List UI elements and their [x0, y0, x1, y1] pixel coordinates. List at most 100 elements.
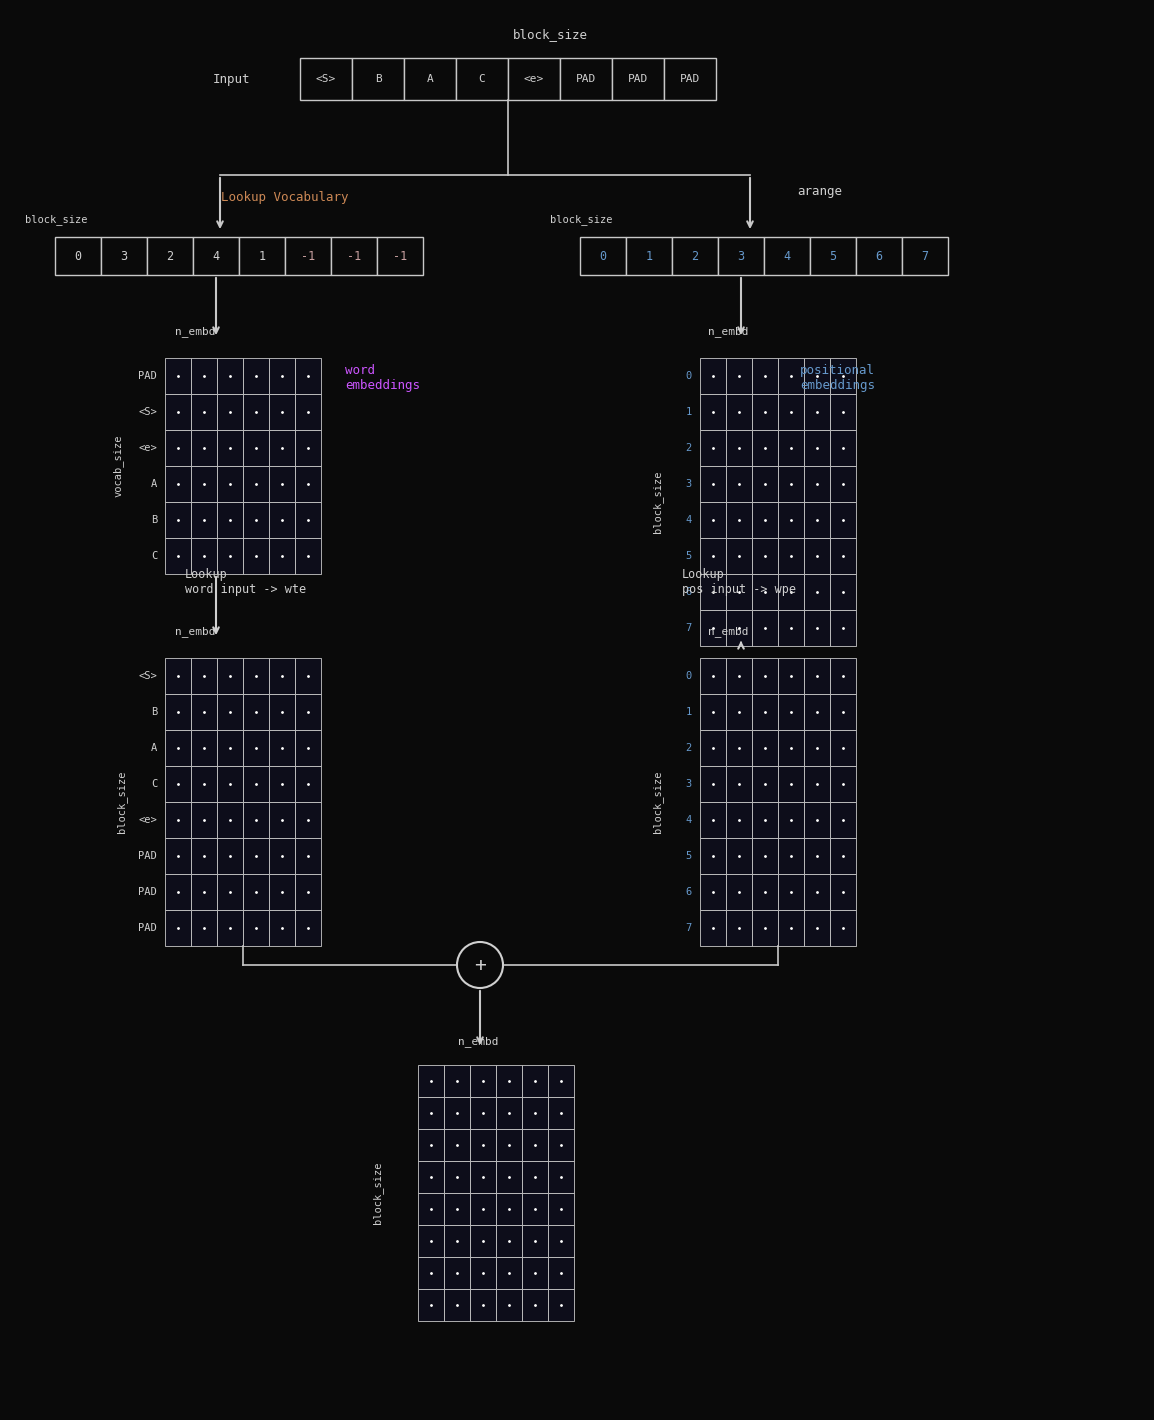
- Bar: [147, 237, 193, 275]
- Bar: [192, 503, 217, 538]
- Bar: [778, 574, 804, 611]
- Bar: [804, 910, 830, 946]
- Bar: [165, 910, 192, 946]
- Bar: [726, 802, 752, 838]
- Bar: [700, 611, 726, 646]
- Bar: [55, 237, 102, 275]
- Text: 1: 1: [258, 250, 265, 263]
- Bar: [217, 430, 243, 466]
- Bar: [752, 574, 778, 611]
- Bar: [804, 802, 830, 838]
- Bar: [217, 393, 243, 430]
- Bar: [496, 1065, 522, 1098]
- Bar: [830, 611, 856, 646]
- Text: 0: 0: [685, 672, 692, 682]
- Bar: [804, 466, 830, 503]
- Bar: [217, 466, 243, 503]
- Bar: [243, 910, 269, 946]
- Bar: [726, 538, 752, 574]
- Text: PAD: PAD: [138, 371, 157, 381]
- Bar: [444, 1162, 470, 1193]
- Bar: [700, 657, 726, 694]
- Bar: [856, 237, 902, 275]
- Bar: [830, 503, 856, 538]
- Bar: [804, 430, 830, 466]
- Text: B: B: [375, 74, 381, 84]
- Text: Input: Input: [212, 72, 250, 85]
- Bar: [418, 1257, 444, 1289]
- Bar: [522, 1289, 548, 1321]
- Bar: [217, 538, 243, 574]
- Bar: [522, 1065, 548, 1098]
- Text: 4: 4: [212, 250, 219, 263]
- Text: 2: 2: [685, 443, 692, 453]
- Text: PAD: PAD: [680, 74, 700, 84]
- Bar: [830, 538, 856, 574]
- Bar: [217, 358, 243, 393]
- Bar: [700, 765, 726, 802]
- Bar: [804, 657, 830, 694]
- Bar: [752, 838, 778, 873]
- Text: n_embd: n_embd: [174, 626, 216, 638]
- Bar: [778, 873, 804, 910]
- Bar: [726, 657, 752, 694]
- Bar: [269, 358, 295, 393]
- Bar: [470, 1289, 496, 1321]
- Bar: [496, 1225, 522, 1257]
- Bar: [778, 611, 804, 646]
- Bar: [192, 910, 217, 946]
- Bar: [239, 237, 285, 275]
- Text: block_size: block_size: [373, 1162, 383, 1224]
- Text: vocab_size: vocab_size: [113, 435, 123, 497]
- Bar: [548, 1225, 574, 1257]
- Text: block_size: block_size: [550, 214, 613, 226]
- Bar: [269, 873, 295, 910]
- Bar: [548, 1098, 574, 1129]
- Bar: [522, 1257, 548, 1289]
- Bar: [778, 838, 804, 873]
- Bar: [726, 838, 752, 873]
- Text: 5: 5: [685, 851, 692, 861]
- Bar: [560, 58, 612, 99]
- Bar: [269, 393, 295, 430]
- Bar: [217, 873, 243, 910]
- Bar: [192, 430, 217, 466]
- Bar: [830, 765, 856, 802]
- Bar: [470, 1129, 496, 1162]
- Bar: [496, 1257, 522, 1289]
- Text: C: C: [151, 780, 157, 790]
- Bar: [295, 393, 321, 430]
- Bar: [269, 802, 295, 838]
- Bar: [548, 1065, 574, 1098]
- Text: block_size: block_size: [652, 771, 664, 834]
- Bar: [192, 466, 217, 503]
- Bar: [300, 58, 352, 99]
- Bar: [726, 393, 752, 430]
- Bar: [726, 611, 752, 646]
- Bar: [352, 58, 404, 99]
- Bar: [243, 393, 269, 430]
- Bar: [778, 503, 804, 538]
- Text: 4: 4: [685, 815, 692, 825]
- Bar: [295, 730, 321, 765]
- Bar: [612, 58, 664, 99]
- Bar: [726, 730, 752, 765]
- Bar: [192, 358, 217, 393]
- Bar: [496, 1289, 522, 1321]
- Text: B: B: [151, 707, 157, 717]
- Bar: [830, 466, 856, 503]
- Bar: [269, 466, 295, 503]
- Bar: [548, 1257, 574, 1289]
- Bar: [778, 730, 804, 765]
- Bar: [295, 910, 321, 946]
- Bar: [444, 1129, 470, 1162]
- Bar: [470, 1162, 496, 1193]
- Bar: [217, 910, 243, 946]
- Text: 3: 3: [737, 250, 744, 263]
- Bar: [804, 358, 830, 393]
- Text: <S>: <S>: [138, 672, 157, 682]
- Bar: [444, 1257, 470, 1289]
- Bar: [444, 1065, 470, 1098]
- Bar: [496, 1162, 522, 1193]
- Bar: [700, 503, 726, 538]
